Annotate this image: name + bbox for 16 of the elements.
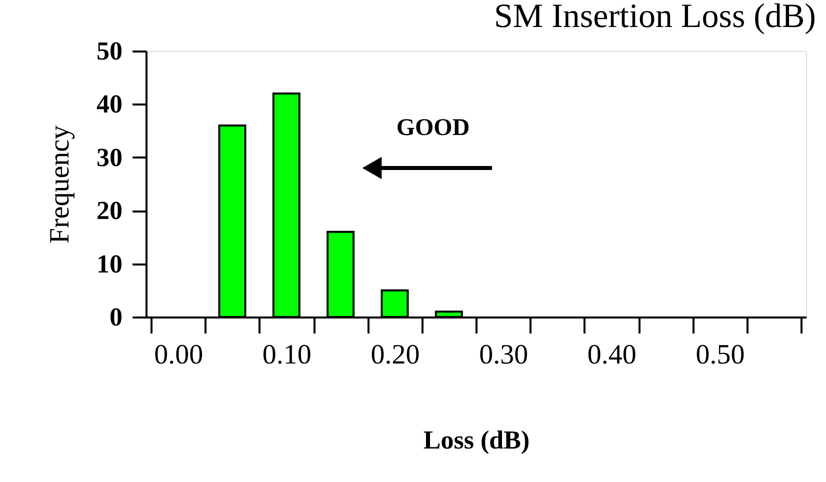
- y-tick-label: 40: [96, 90, 122, 119]
- x-axis-title: Loss (dB): [423, 426, 530, 454]
- y-tick-label: 20: [96, 196, 122, 226]
- x-tick-label: 0.50: [696, 340, 745, 370]
- y-tick-label: 50: [96, 36, 122, 66]
- y-tick-label: 10: [96, 249, 122, 278]
- y-tick-label: 30: [96, 142, 122, 172]
- chart-title: SM Insertion Loss (dB): [494, 0, 816, 35]
- y-axis-title: Frequency: [44, 125, 76, 244]
- x-tick-label: 0.40: [587, 340, 636, 370]
- x-tick-label: 0.10: [262, 340, 312, 370]
- x-tick-label: 0.00: [154, 340, 204, 370]
- x-tick-label: 0.30: [479, 340, 528, 370]
- annotation: GOOD: [396, 115, 470, 141]
- x-tick-label: 0.20: [370, 340, 420, 370]
- y-tick-label: 0: [110, 302, 122, 332]
